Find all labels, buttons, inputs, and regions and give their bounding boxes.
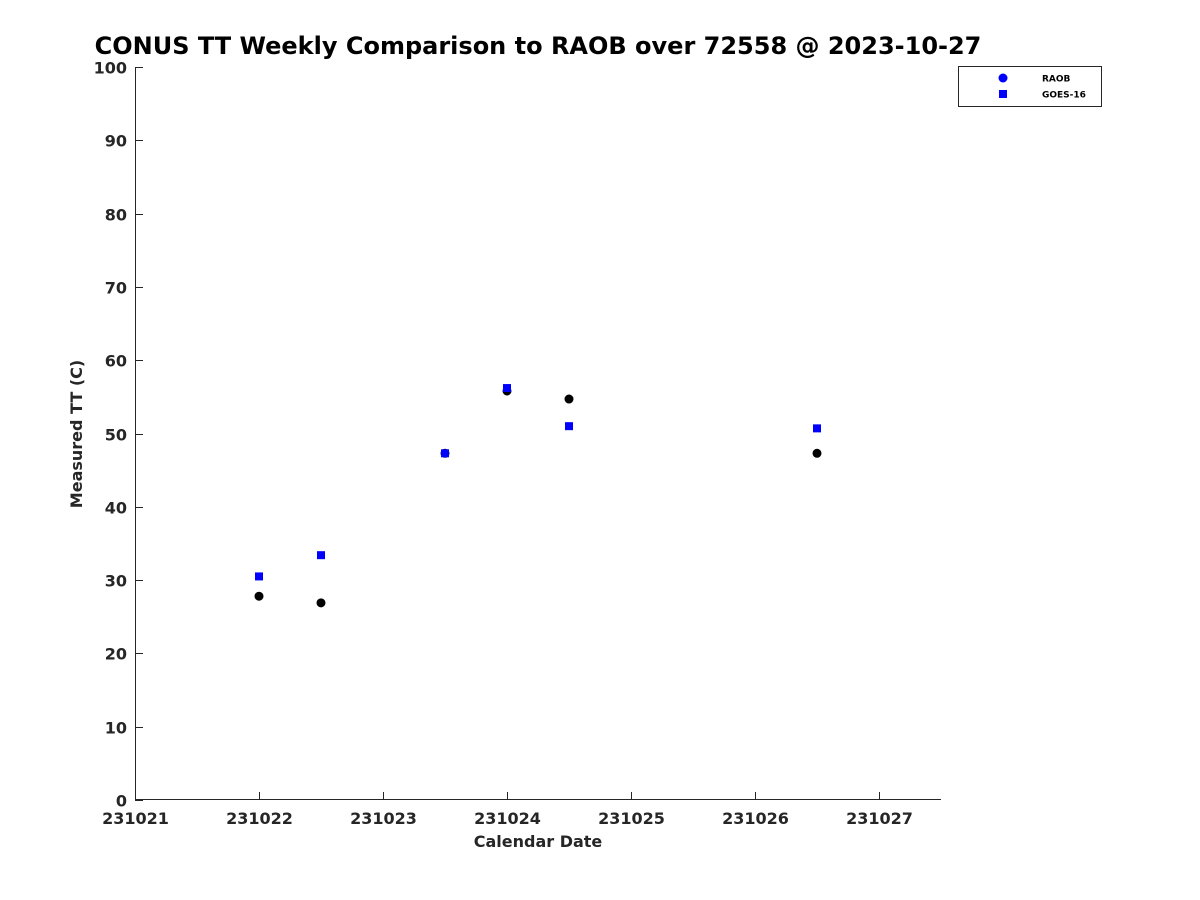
data-point <box>565 422 573 431</box>
y-tick-label: 20 <box>105 645 127 664</box>
data-points <box>254 384 822 608</box>
data-point <box>812 448 822 458</box>
data-point <box>564 394 574 404</box>
x-tick-label: 231027 <box>846 809 913 828</box>
y-ticks: 0 10 20 30 40 50 60 70 80 90 100 <box>94 59 143 811</box>
data-point <box>441 449 449 458</box>
legend-box <box>958 66 1102 107</box>
y-tick-label: 0 <box>116 792 127 811</box>
data-point <box>255 572 263 581</box>
chart-title: CONUS TT Weekly Comparison to RAOB over … <box>95 32 982 60</box>
y-tick-label: 10 <box>105 719 127 738</box>
x-tick-label: 231021 <box>102 809 169 828</box>
x-tick-label: 231023 <box>350 809 417 828</box>
x-tick-label: 231025 <box>598 809 665 828</box>
y-axis-label: Measured TT (C) <box>67 360 86 508</box>
y-tick-label: 100 <box>94 59 127 78</box>
legend-label: RAOB <box>1042 75 1071 85</box>
series-raob <box>254 386 822 608</box>
legend-label: GOES-16 <box>1042 91 1086 101</box>
y-tick-label: 40 <box>105 499 127 518</box>
x-tick-label: 231026 <box>722 809 789 828</box>
plot-axes <box>135 67 941 800</box>
data-point <box>813 424 821 433</box>
y-tick-label: 80 <box>105 206 127 225</box>
x-ticks: 231021 231022 231023 231024 231025 231026 2310… <box>102 792 913 828</box>
legend-marker <box>998 73 1008 83</box>
y-tick-label: 70 <box>105 279 127 298</box>
data-point <box>254 591 264 601</box>
legend-marker <box>999 90 1007 98</box>
y-tick-label: 50 <box>105 426 127 445</box>
y-tick-label: 60 <box>105 352 127 371</box>
data-point <box>316 598 326 608</box>
x-axis-label: Calendar Date <box>474 832 603 851</box>
x-tick-label: 231022 <box>226 809 293 828</box>
data-point <box>317 551 325 560</box>
y-tick-label: 30 <box>105 572 127 591</box>
legend: RAOB GOES-16 <box>958 66 1102 107</box>
y-tick-label: 90 <box>105 132 127 151</box>
x-tick-label: 231024 <box>474 809 541 828</box>
data-point <box>503 384 511 393</box>
series-goes-16 <box>255 384 821 581</box>
